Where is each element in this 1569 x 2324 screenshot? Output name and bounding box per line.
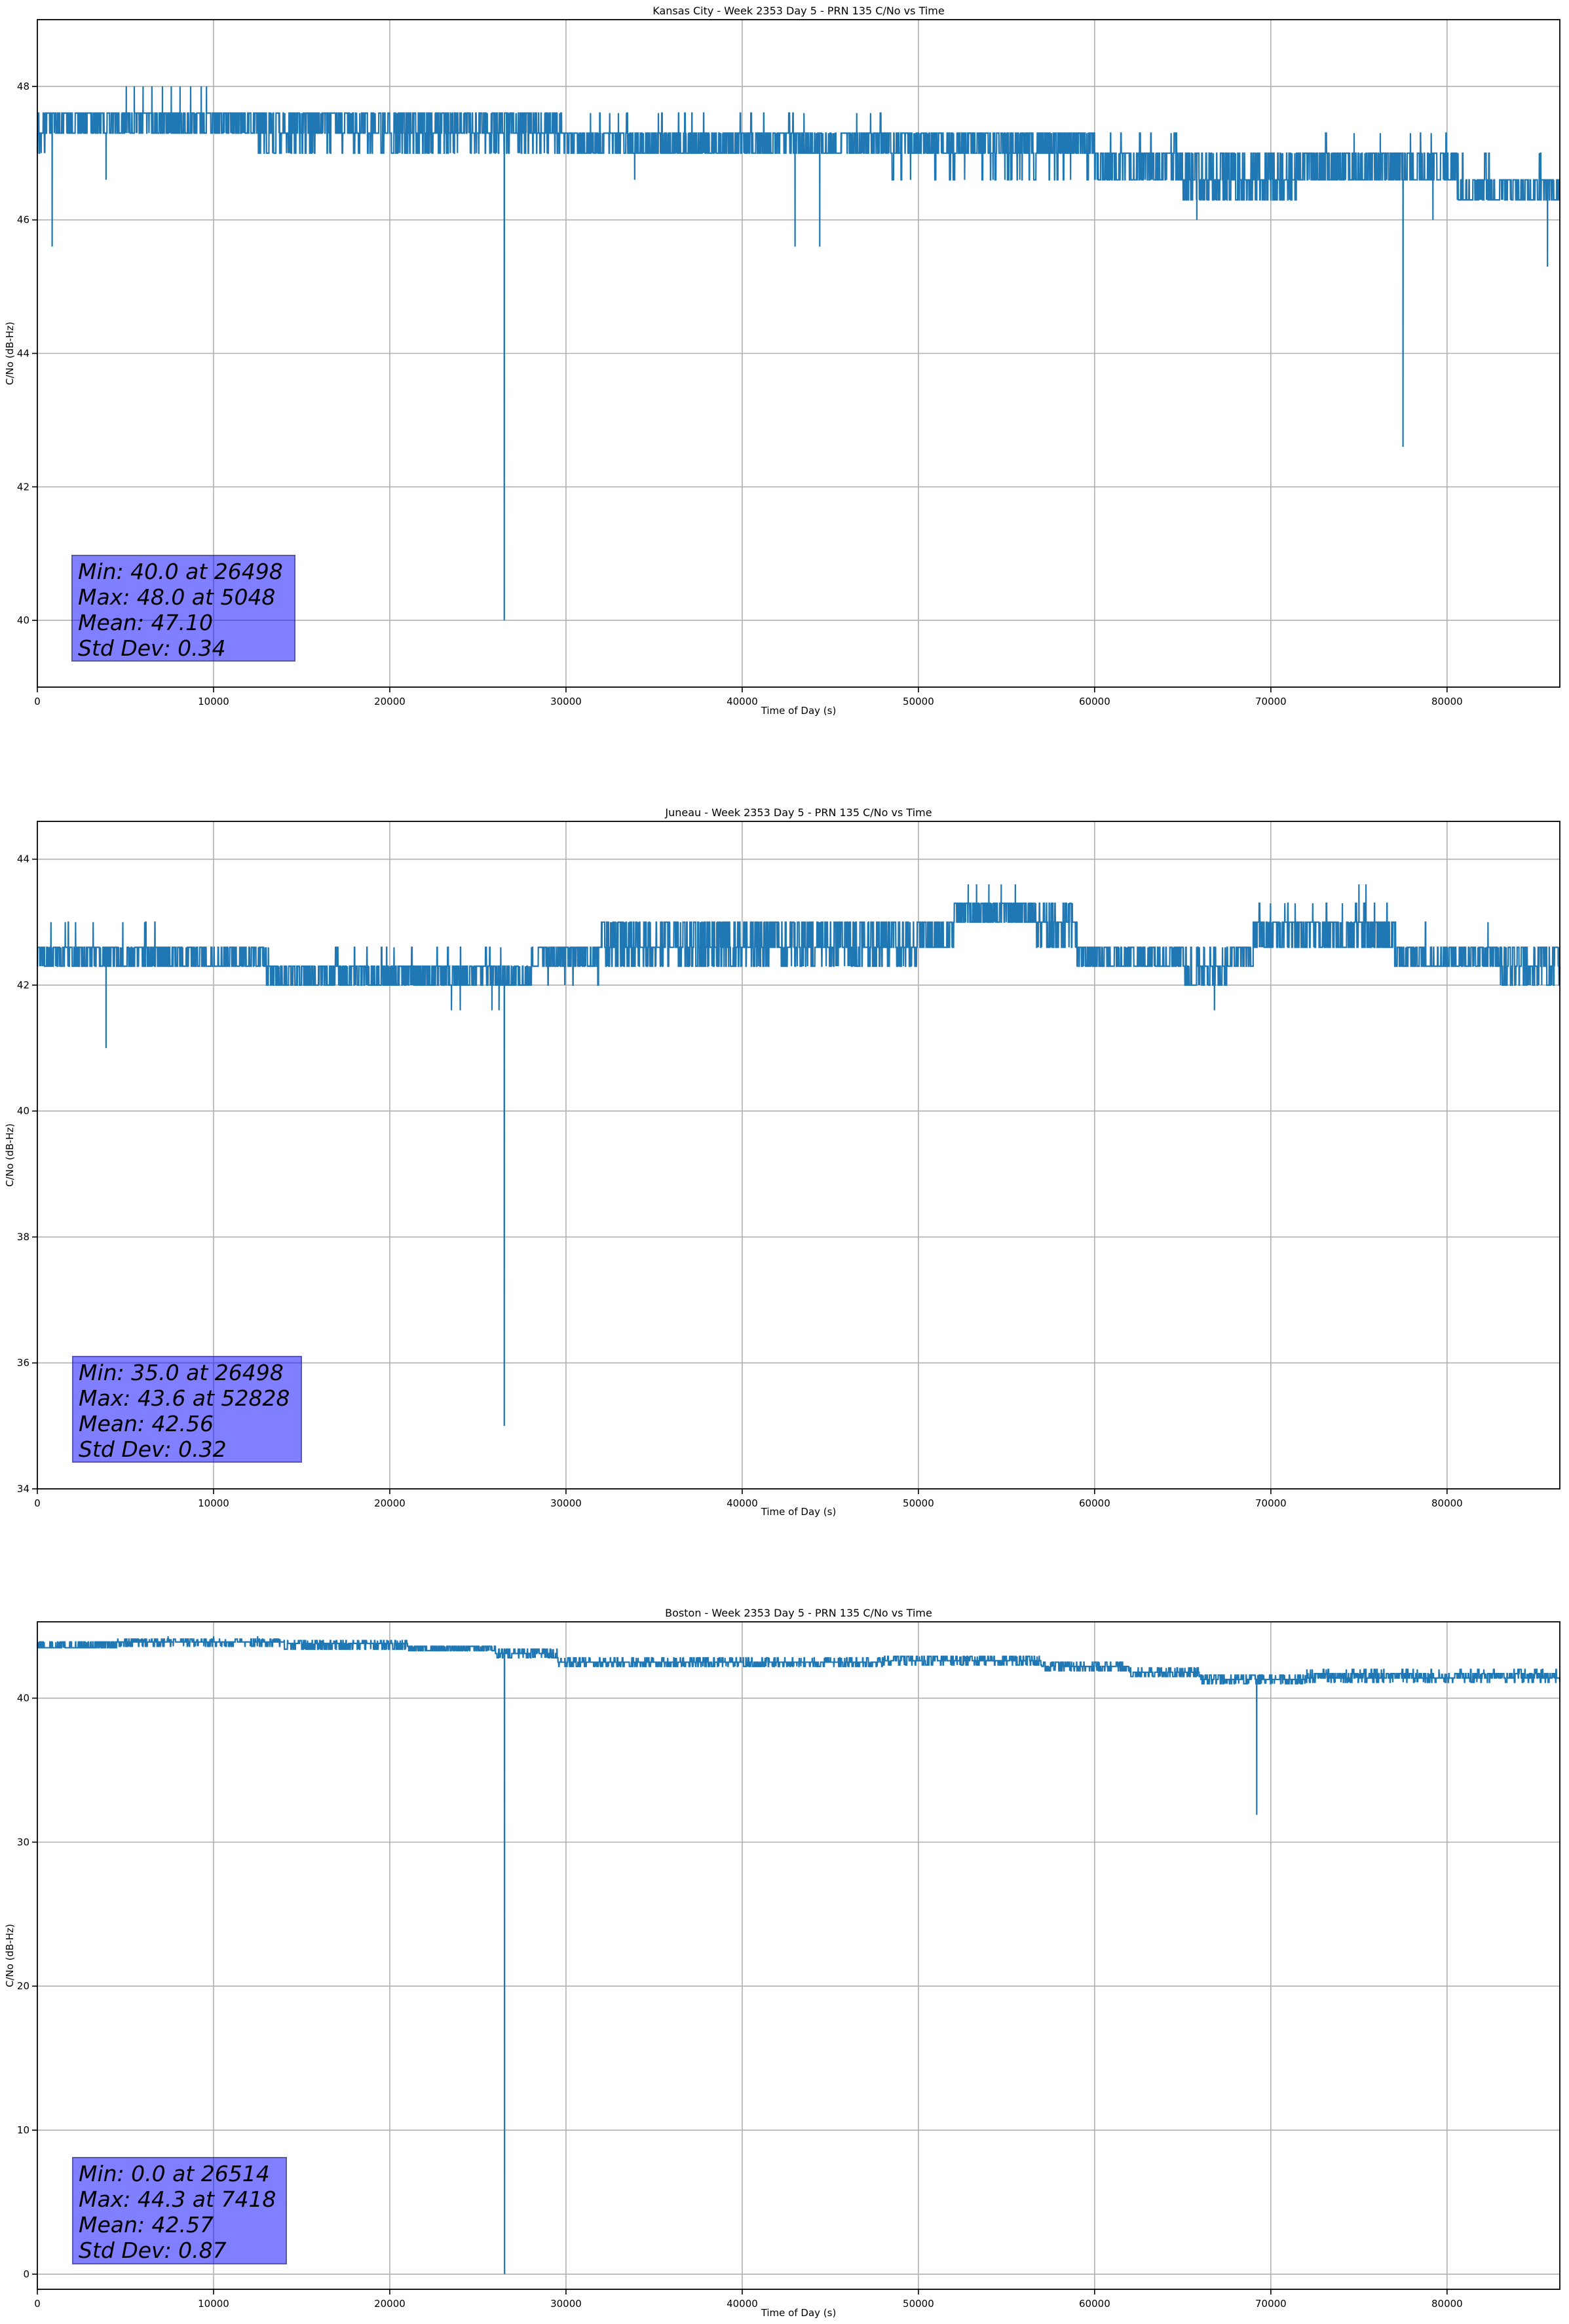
- x-tick-label: 60000: [1079, 2298, 1110, 2310]
- x-tick-label: 30000: [550, 2298, 582, 2310]
- stats-box: Min: 40.0 at 26498 Max: 48.0 at 5048 Mea…: [71, 555, 295, 662]
- x-tick-label: 60000: [1079, 696, 1110, 707]
- subplot-2: 0 10000 20000 30000 40000 50000 60000 70000 8000…: [4, 1607, 1561, 2319]
- x-tick-label: 80000: [1431, 696, 1463, 707]
- y-tick-label: 36: [17, 1357, 29, 1369]
- x-tick-label: 10000: [198, 1497, 229, 1509]
- x-tick-label: 20000: [374, 696, 406, 707]
- x-tick-label: 50000: [903, 696, 934, 707]
- y-tick-label: 40: [17, 614, 29, 626]
- y-tick-label: 34: [17, 1483, 29, 1495]
- stats-min: Min: 35.0 at 26498: [79, 1360, 284, 1385]
- x-tick-label: 0: [34, 2298, 41, 2310]
- y-tick-label: 42: [17, 979, 29, 991]
- x-tick-label: 10000: [198, 696, 229, 707]
- chart-title: Kansas City - Week 2353 Day 5 - PRN 135 …: [652, 5, 944, 17]
- y-tick-label: 20: [17, 1980, 29, 1992]
- x-tick-label: 30000: [550, 696, 582, 707]
- y-tick-label: 38: [17, 1231, 29, 1243]
- y-tick-label: 40: [17, 1105, 29, 1117]
- stats-min: Min: 40.0 at 26498: [78, 559, 283, 584]
- x-tick-label: 70000: [1255, 1497, 1287, 1509]
- y-tick-label: 44: [17, 853, 29, 865]
- stats-std: Std Dev: 0.32: [79, 1436, 227, 1462]
- series-line-cno: [36, 86, 1560, 621]
- y-axis-label: C/No (dB-Hz): [4, 1924, 16, 1987]
- x-axis-label: Time of Day (s): [761, 705, 837, 717]
- x-tick-label: 20000: [374, 2298, 406, 2310]
- axes-frame: [37, 821, 1560, 1490]
- x-tick-label: 40000: [727, 696, 758, 707]
- series-line-cno: [37, 884, 1561, 1426]
- subplot-1: 0 10000 20000 30000 40000 50000 60000 70000 8000…: [4, 806, 1561, 1518]
- stats-std: Std Dev: 0.34: [78, 635, 226, 661]
- x-axis-label: Time of Day (s): [761, 2307, 837, 2319]
- stats-min: Min: 0.0 at 26514: [79, 2161, 270, 2186]
- x-tick-label: 80000: [1431, 1497, 1463, 1509]
- stats-box: Min: 0.0 at 26514 Max: 44.3 at 7418 Mean…: [72, 2157, 287, 2264]
- stats-mean: Mean: 42.56: [79, 1411, 214, 1436]
- y-tick-label: 44: [17, 348, 29, 360]
- series-line-cno: [37, 1636, 1561, 2274]
- axes-frame: [37, 19, 1560, 688]
- chart-title: Juneau - Week 2353 Day 5 - PRN 135 C/No …: [664, 806, 932, 819]
- y-tick-label: 10: [17, 2124, 29, 2136]
- x-tick-label: 40000: [727, 1497, 758, 1509]
- x-tick-label: 70000: [1255, 696, 1287, 707]
- y-tick-label: 40: [17, 1693, 29, 1704]
- y-tick-label: 46: [17, 214, 29, 226]
- x-axis-label: Time of Day (s): [761, 1506, 837, 1518]
- x-tick-label: 10000: [198, 2298, 229, 2310]
- y-tick-label: 0: [23, 2268, 29, 2280]
- x-tick-label: 0: [34, 1497, 41, 1509]
- x-tick-label: 20000: [374, 1497, 406, 1509]
- x-tick-label: 50000: [903, 1497, 934, 1509]
- x-tick-label: 70000: [1255, 2298, 1287, 2310]
- x-tick-label: 50000: [903, 2298, 934, 2310]
- y-tick-label: 30: [17, 1836, 29, 1848]
- x-tick-label: 30000: [550, 1497, 582, 1509]
- y-axis-label: C/No (dB-Hz): [4, 322, 16, 385]
- y-tick-label: 42: [17, 481, 29, 493]
- subplot-0: 0 10000 20000 30000 40000 50000 60000 70000 8000…: [4, 5, 1560, 717]
- stats-max: Max: 48.0 at 5048: [78, 584, 276, 610]
- y-axis-label: C/No (dB-Hz): [4, 1123, 16, 1187]
- axes-frame: [37, 1621, 1560, 2290]
- stats-max: Max: 44.3 at 7418: [79, 2186, 276, 2212]
- stats-std: Std Dev: 0.87: [79, 2238, 227, 2263]
- y-tick-label: 48: [17, 81, 29, 92]
- x-tick-label: 80000: [1431, 2298, 1463, 2310]
- stats-max: Max: 43.6 at 52828: [79, 1385, 290, 1411]
- stats-box: Min: 35.0 at 26498 Max: 43.6 at 52828 Me…: [72, 1356, 302, 1463]
- x-tick-label: 0: [34, 696, 41, 707]
- x-tick-label: 40000: [727, 2298, 758, 2310]
- stats-mean: Mean: 47.10: [78, 610, 213, 635]
- x-tick-label: 60000: [1079, 1497, 1110, 1509]
- chart-title: Boston - Week 2353 Day 5 - PRN 135 C/No …: [665, 1607, 932, 1619]
- stats-mean: Mean: 42.57: [79, 2212, 214, 2238]
